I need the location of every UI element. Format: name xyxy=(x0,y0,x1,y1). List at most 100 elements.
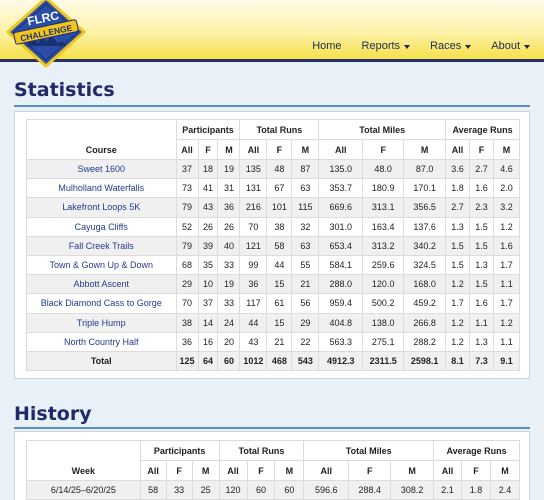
value-cell: 1.5 xyxy=(469,235,494,256)
history-total-runs-header: Total Runs xyxy=(218,440,305,461)
value-cell: 25 xyxy=(191,479,220,500)
value-cell: 24 xyxy=(217,312,241,333)
caret-down-icon xyxy=(404,44,411,49)
course-link[interactable]: Triple Hump xyxy=(76,317,126,328)
caret-down-icon xyxy=(524,44,530,49)
statistics-card: Course Participants Total Runs Total Mil… xyxy=(14,111,530,379)
course-link[interactable]: Town & Gown Up & Down xyxy=(49,260,154,271)
value-cell: 1.3 xyxy=(469,331,494,352)
value-cell: 308.2 xyxy=(390,479,435,500)
value-cell: 353.7 xyxy=(318,178,364,199)
statistics-table: Course Participants Total Runs Total Mil… xyxy=(26,119,521,372)
course-link[interactable]: Fall Creek Trails xyxy=(68,240,134,251)
value-cell: 63 xyxy=(291,235,320,256)
nav-links: Home Reports Races About xyxy=(312,40,530,52)
value-cell: 32 xyxy=(291,216,320,237)
value-cell: 1.6 xyxy=(469,178,494,199)
value-cell: 1.2 xyxy=(492,312,521,333)
value-cell: 38 xyxy=(175,312,199,333)
value-cell: 10 xyxy=(197,274,219,295)
value-cell: 313.2 xyxy=(362,235,405,256)
nav-about-dropdown[interactable]: About xyxy=(491,40,530,52)
total-value-cell: 2311.5 xyxy=(362,350,405,372)
value-cell: 87.0 xyxy=(403,158,447,180)
nav-races-dropdown[interactable]: Races xyxy=(430,40,472,52)
value-cell: 26 xyxy=(217,216,241,237)
course-link[interactable]: Abbott Ascent xyxy=(73,279,130,290)
total-value-cell: 7.3 xyxy=(469,350,494,372)
subheader-cell: All xyxy=(303,460,350,481)
course-cell: Town & Gown Up & Down xyxy=(26,254,177,276)
course-row: Town & Gown Up & Down 68 35 33 99 44 55 584.1 25… xyxy=(26,254,521,276)
course-link[interactable]: Black Diamond Cass to Gorge xyxy=(40,298,162,309)
course-row: Lakefront Loops 5K 79 43 36 216 101 115 669.6 31… xyxy=(26,197,521,218)
value-cell: 70 xyxy=(239,216,268,237)
value-cell: 37 xyxy=(175,158,199,180)
value-cell: 36 xyxy=(175,331,199,352)
total-value-cell: 60 xyxy=(217,350,241,372)
nav-home-link[interactable]: Home xyxy=(312,40,341,52)
value-cell: 163.4 xyxy=(362,216,405,237)
subheader-cell: F xyxy=(461,460,491,481)
value-cell: 87 xyxy=(291,158,320,180)
subheader-cell: M xyxy=(191,460,220,481)
value-cell: 1.2 xyxy=(445,312,471,333)
value-cell: 288.4 xyxy=(348,479,392,500)
value-cell: 43 xyxy=(197,197,219,218)
value-cell: 37 xyxy=(197,293,219,314)
value-cell: 101 xyxy=(266,197,293,218)
logo-top-text: FLRC xyxy=(26,8,61,28)
average-runs-header: Average Runs xyxy=(445,119,520,140)
value-cell: 459.2 xyxy=(403,293,447,314)
subheader-cell: F xyxy=(348,460,392,481)
value-cell: 36 xyxy=(217,197,241,218)
course-cell: Mulholland Waterfalls xyxy=(26,178,177,199)
value-cell: 1.7 xyxy=(492,293,521,314)
value-cell: 26 xyxy=(197,216,219,237)
course-link[interactable]: Cayuga Cliffs xyxy=(74,221,128,232)
value-cell: 99 xyxy=(239,254,268,276)
value-cell: 1.6 xyxy=(469,293,494,314)
total-value-cell: 125 xyxy=(175,350,199,372)
value-cell: 115 xyxy=(291,197,320,218)
total-runs-header: Total Runs xyxy=(239,119,320,140)
value-cell: 356.5 xyxy=(403,197,447,218)
value-cell: 60 xyxy=(274,479,305,500)
week-cell: 6/14/25–6/20/25 xyxy=(26,479,141,500)
value-cell: 1.7 xyxy=(492,254,521,276)
value-cell: 33 xyxy=(217,254,241,276)
value-cell: 120.0 xyxy=(362,274,405,295)
subheader-cell: M xyxy=(489,460,521,481)
subheader-cell: All xyxy=(445,139,471,160)
course-cell: Black Diamond Cass to Gorge xyxy=(26,293,177,314)
value-cell: 29 xyxy=(175,274,199,295)
value-cell: 58 xyxy=(139,479,167,500)
nav-reports-dropdown[interactable]: Reports xyxy=(362,40,411,52)
course-link[interactable]: Lakefront Loops 5K xyxy=(62,202,141,213)
total-value-cell: 1012 xyxy=(239,350,268,372)
value-cell: 41 xyxy=(197,178,219,199)
value-cell: 15 xyxy=(266,312,293,333)
value-cell: 288.2 xyxy=(403,331,447,352)
course-link[interactable]: Mulholland Waterfalls xyxy=(58,183,145,194)
value-cell: 29 xyxy=(291,312,320,333)
value-cell: 60 xyxy=(246,479,276,500)
value-cell: 43 xyxy=(239,331,268,352)
course-link[interactable]: Sweet 1600 xyxy=(77,164,126,175)
course-row: Sweet 1600 37 18 19 135 48 87 135.0 48.0 87.0 3.6 2… xyxy=(26,158,521,180)
value-cell: 19 xyxy=(217,274,241,295)
value-cell: 596.6 xyxy=(303,479,350,500)
statistics-body: Sweet 1600 37 18 19 135 48 87 135.0 48.0 87.0 3.6 2… xyxy=(26,158,521,372)
course-row: Fall Creek Trails 79 39 40 121 58 63 653.4 313.2… xyxy=(26,235,521,256)
value-cell: 2.7 xyxy=(445,197,471,218)
course-link[interactable]: North Country Half xyxy=(63,336,139,347)
value-cell: 117 xyxy=(239,293,268,314)
value-cell: 2.0 xyxy=(492,178,521,199)
value-cell: 170.1 xyxy=(403,178,447,199)
flrc-challenge-logo[interactable]: CHALLENGE FLRC xyxy=(4,0,88,68)
total-value-cell: 9.1 xyxy=(492,350,521,372)
course-cell: Cayuga Cliffs xyxy=(26,216,177,237)
value-cell: 68 xyxy=(175,254,199,276)
value-cell: 653.4 xyxy=(318,235,364,256)
value-cell: 2.7 xyxy=(469,158,494,180)
